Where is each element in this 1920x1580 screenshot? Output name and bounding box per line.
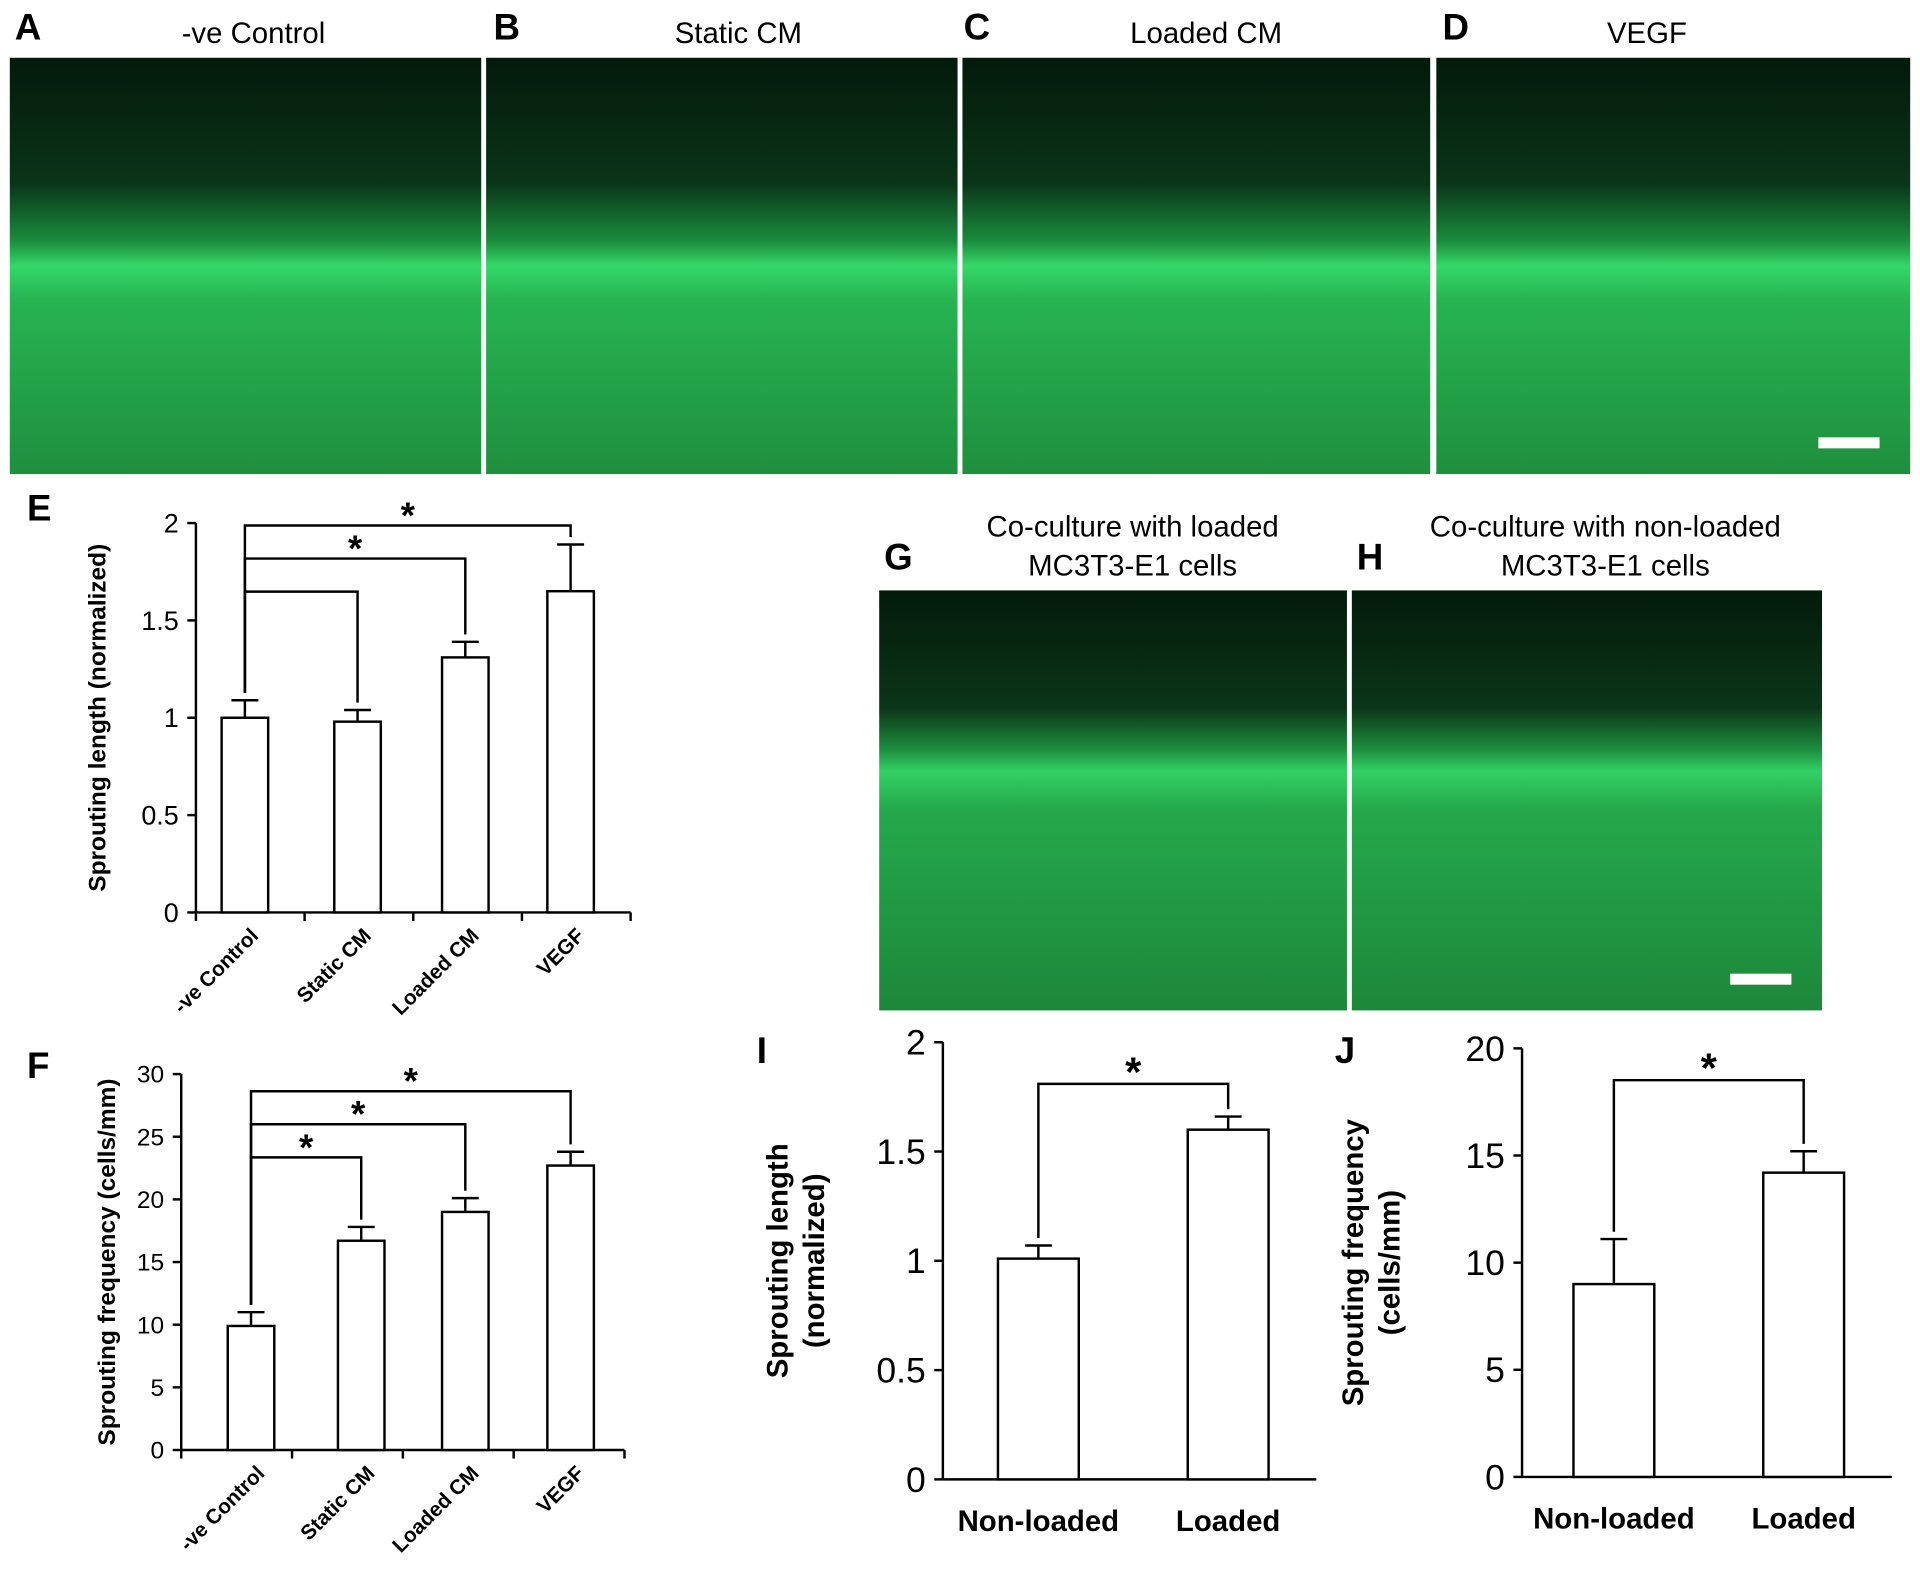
bar xyxy=(546,589,596,914)
y-axis-label: (normalized) xyxy=(798,1173,831,1348)
bar xyxy=(440,656,490,914)
y-tick-label: 10 xyxy=(137,1312,164,1339)
significance-star: * xyxy=(351,1094,366,1135)
panel-letter: G xyxy=(884,537,913,578)
y-tick-label: 0.5 xyxy=(141,801,178,831)
bar xyxy=(546,1164,596,1452)
y-axis-label: Sprouting frequency (cells/mm) xyxy=(94,1078,121,1445)
bar xyxy=(440,1210,490,1452)
y-tick-label: 25 xyxy=(137,1124,164,1151)
significance-bracket xyxy=(243,524,572,693)
y-axis-label: Sprouting length xyxy=(761,1143,794,1378)
panel-title: -ve Control xyxy=(182,17,326,50)
y-tick-label: 0 xyxy=(906,1460,926,1500)
panel-title: Co-culture with loaded xyxy=(987,511,1279,544)
y-tick-label: 1.5 xyxy=(141,606,178,636)
significance-star: * xyxy=(1701,1045,1718,1092)
micrograph xyxy=(879,590,1347,1011)
significance-star: * xyxy=(299,1127,314,1168)
panel-title: Static CM xyxy=(675,17,802,50)
panel-letter: D xyxy=(1442,6,1469,47)
micrograph xyxy=(1351,590,1823,1011)
significance-bracket xyxy=(1037,1082,1230,1239)
bar xyxy=(1186,1128,1270,1481)
significance-star: * xyxy=(1125,1048,1142,1095)
x-tick-label: Non-loaded xyxy=(1533,1502,1695,1535)
y-tick-label: 2 xyxy=(906,1023,926,1063)
micrograph xyxy=(9,57,482,475)
y-tick-label: 15 xyxy=(137,1250,164,1277)
significance-bracket xyxy=(243,557,467,693)
y-tick-label: 0.5 xyxy=(876,1351,925,1391)
x-tick-label: VEGF xyxy=(533,1462,589,1518)
x-tick-label: Static CM xyxy=(296,1462,379,1545)
y-tick-label: 0 xyxy=(1485,1457,1505,1497)
panel-letter: J xyxy=(1335,1030,1355,1071)
panel-title: VEGF xyxy=(1607,17,1687,50)
x-tick-label: VEGF xyxy=(533,924,589,980)
y-axis-label: (cells/mm) xyxy=(1374,1190,1407,1335)
bar xyxy=(996,1257,1080,1481)
y-tick-label: 0 xyxy=(150,1438,164,1465)
significance-star: * xyxy=(401,495,416,536)
y-tick-label: 2 xyxy=(164,508,179,538)
bar xyxy=(226,1324,276,1452)
y-tick-label: 5 xyxy=(150,1375,164,1402)
x-tick-label: -ve Control xyxy=(169,924,263,1018)
y-axis-label: Sprouting length (normalized) xyxy=(84,544,111,892)
significance-star: * xyxy=(404,1061,419,1102)
bar xyxy=(220,716,270,914)
panel-letter: I xyxy=(757,1030,767,1071)
y-tick-label: 1 xyxy=(164,703,179,733)
significance-bracket xyxy=(1612,1078,1805,1232)
y-tick-label: 10 xyxy=(1465,1243,1505,1283)
panel-letter: H xyxy=(1357,537,1384,578)
y-tick-label: 0 xyxy=(164,898,179,928)
micrograph xyxy=(1436,57,1911,475)
panel-letter: E xyxy=(27,488,51,529)
bar xyxy=(1572,1282,1656,1479)
panel-title: MC3T3-E1 cells xyxy=(1028,550,1237,583)
x-tick-label: Loaded xyxy=(1176,1505,1280,1538)
micrograph xyxy=(962,57,1431,475)
panel-title: Loaded CM xyxy=(1130,17,1282,50)
x-tick-label: Static CM xyxy=(293,924,376,1007)
y-tick-label: 20 xyxy=(1465,1029,1505,1069)
significance-bracket xyxy=(243,590,359,703)
x-tick-label: -ve Control xyxy=(175,1462,269,1556)
x-tick-label: Non-loaded xyxy=(958,1505,1120,1538)
y-tick-label: 5 xyxy=(1485,1350,1505,1390)
panel-letter: A xyxy=(15,6,42,47)
bar xyxy=(336,1239,386,1452)
bar xyxy=(333,720,383,914)
x-tick-label: Loaded CM xyxy=(388,924,484,1020)
panel-title: Co-culture with non-loaded xyxy=(1430,511,1781,544)
y-tick-label: 20 xyxy=(137,1187,164,1214)
micrograph xyxy=(486,57,958,475)
significance-star: * xyxy=(348,528,363,569)
scale-bar xyxy=(1730,973,1792,985)
y-tick-label: 1.5 xyxy=(876,1132,925,1172)
panel-letter: C xyxy=(964,6,991,47)
panel-title: MC3T3-E1 cells xyxy=(1501,550,1710,583)
panel-letter: F xyxy=(27,1045,49,1086)
scale-bar xyxy=(1818,437,1880,449)
x-tick-label: Loaded xyxy=(1751,1502,1855,1535)
y-axis-label: Sprouting frequency xyxy=(1337,1118,1370,1406)
panel-letter: B xyxy=(493,6,520,47)
significance-bracket xyxy=(249,1090,572,1305)
y-tick-label: 1 xyxy=(906,1241,926,1281)
x-tick-label: Loaded CM xyxy=(388,1462,484,1558)
bar xyxy=(1762,1171,1846,1479)
y-tick-label: 15 xyxy=(1465,1136,1505,1176)
y-tick-label: 30 xyxy=(137,1062,164,1089)
